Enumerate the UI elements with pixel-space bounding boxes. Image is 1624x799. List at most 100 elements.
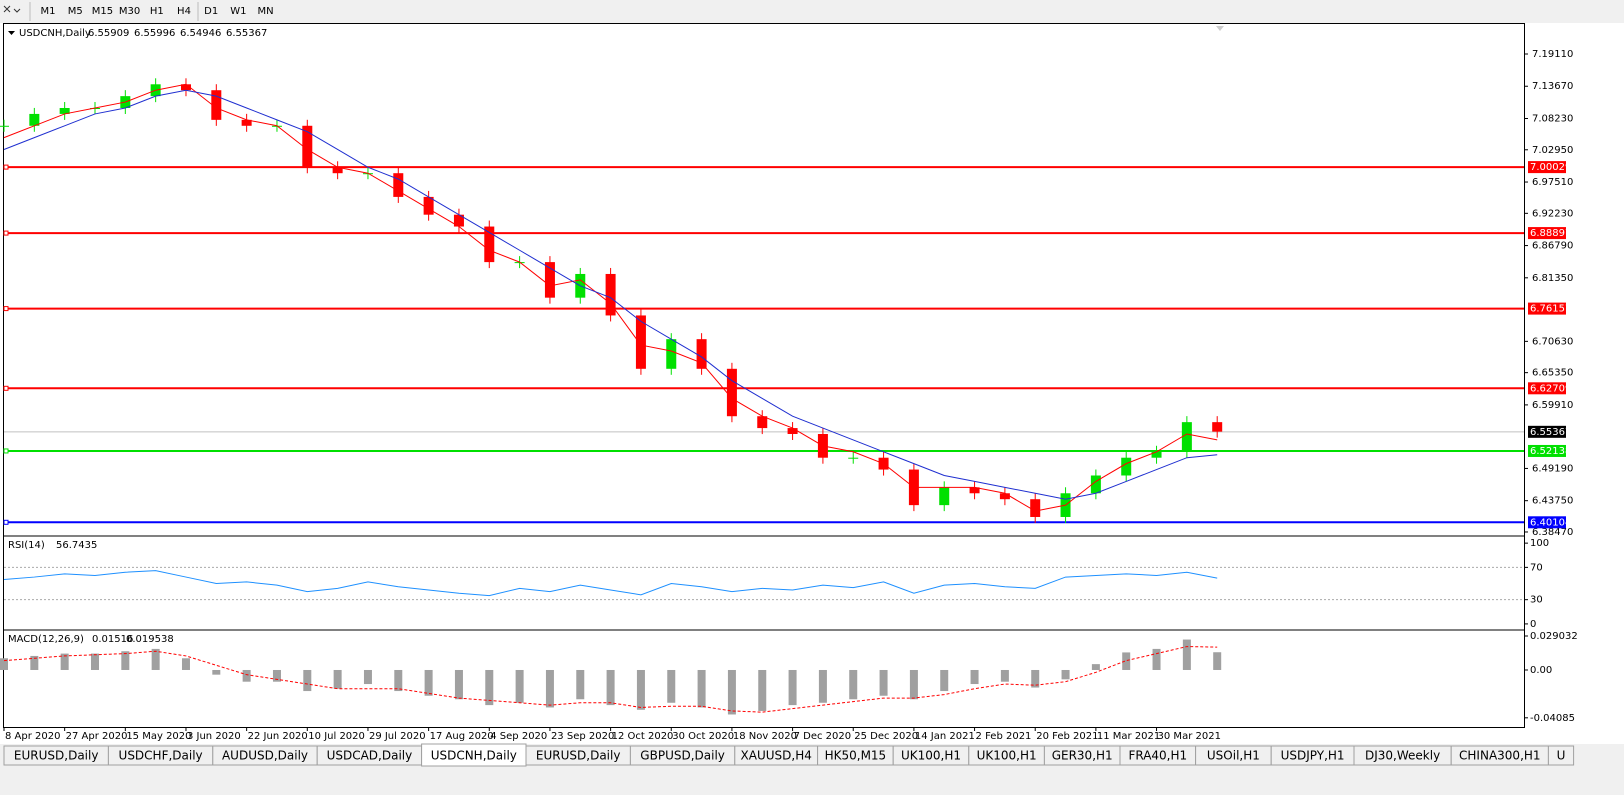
tab[interactable]: USDJPY,H1 — [1270, 745, 1355, 766]
macd-bar — [606, 669, 615, 706]
tab[interactable]: EURUSD,Daily — [3, 745, 109, 766]
candle — [999, 493, 1010, 500]
tab-label[interactable]: EURUSD,Daily — [14, 749, 99, 763]
ma-slow — [3, 89, 1218, 500]
tab-label[interactable]: GER30,H1 — [1052, 749, 1113, 763]
tab-label[interactable]: USDCAD,Daily — [327, 749, 413, 763]
ohlc-value: 6.55996 — [134, 28, 175, 39]
candle — [453, 214, 464, 227]
y-tick-label: 7.08230 — [1532, 113, 1573, 124]
tab[interactable]: U — [1547, 745, 1575, 766]
tab-label[interactable]: UK100,H1 — [901, 749, 961, 763]
macd-bar — [1031, 669, 1040, 688]
tab[interactable]: UK100,H1 — [968, 745, 1045, 766]
tab-label[interactable]: GBPUSD,Daily — [640, 749, 725, 763]
macd-bar — [272, 669, 281, 682]
candle — [726, 368, 737, 417]
tab-label[interactable]: USDCNH,Daily — [431, 749, 517, 763]
level-handle[interactable] — [3, 306, 9, 312]
timeframe-button[interactable]: M30 — [119, 6, 140, 17]
ohlc-value: 6.55367 — [226, 28, 267, 39]
candle — [605, 273, 616, 316]
tab[interactable]: DJ30,Weekly — [1353, 745, 1452, 766]
candle — [757, 416, 768, 429]
x-tick-label: 23 Sep 2020 — [551, 731, 614, 742]
y-tick-label: 6.59910 — [1532, 400, 1573, 411]
tab-label[interactable]: U — [1557, 749, 1566, 763]
tab-label[interactable]: UK100,H1 — [977, 749, 1037, 763]
macd-signal — [3, 646, 1218, 713]
level-handle[interactable] — [3, 164, 9, 170]
tab[interactable]: CHINA300,H1 — [1450, 745, 1549, 766]
tab[interactable]: GBPUSD,Daily — [629, 745, 736, 766]
y-tick-label: 100 — [1530, 538, 1549, 549]
tab-label[interactable]: EURUSD,Daily — [536, 749, 621, 763]
level-label: 6.88897 — [1530, 228, 1571, 239]
macd-bar — [242, 669, 251, 682]
level-handle[interactable] — [3, 230, 9, 236]
macd-bar — [394, 669, 403, 692]
candle — [423, 196, 434, 215]
tab[interactable]: FRA40,H1 — [1119, 745, 1197, 766]
tab-label[interactable]: DJ30,Weekly — [1365, 749, 1440, 763]
macd-bar — [333, 669, 342, 689]
macd-bar — [970, 669, 979, 685]
timeframe-button[interactable]: D1 — [204, 6, 218, 17]
y-tick-label: 7.19110 — [1532, 49, 1573, 60]
tab[interactable]: USDCHF,Daily — [107, 745, 214, 766]
macd-value: 0.01516 — [92, 634, 133, 645]
macd-bar — [818, 669, 827, 703]
y-tick-label: 6.49190 — [1532, 463, 1573, 474]
macd-signal-value: 0.019538 — [126, 634, 174, 645]
macd-bar — [758, 669, 767, 711]
tab-label[interactable]: AUDUSD,Daily — [222, 749, 308, 763]
tab[interactable]: EURUSD,Daily — [525, 745, 631, 766]
level-label-bg — [1528, 161, 1566, 174]
x-tick-label: 22 Jun 2020 — [248, 731, 308, 742]
timeframe-button[interactable]: M15 — [92, 6, 113, 17]
candle — [787, 428, 798, 434]
y-tick-label: 6.86790 — [1532, 241, 1573, 252]
ma-fast — [3, 83, 1218, 512]
tab-label[interactable]: FRA40,H1 — [1128, 749, 1187, 763]
macd-bar — [454, 669, 463, 700]
tab[interactable]: XAUUSD,H4 — [734, 745, 819, 766]
tab[interactable]: UK100,H1 — [892, 745, 970, 766]
timeframe-button[interactable]: M5 — [68, 6, 83, 17]
tab[interactable]: HK50,M15 — [817, 745, 894, 766]
level-label: 6.62709 — [1530, 383, 1571, 394]
tab-label[interactable]: USDCHF,Daily — [119, 749, 203, 763]
level-label-bg — [1528, 227, 1566, 240]
timeframe-button[interactable]: H1 — [150, 6, 164, 17]
timeframe-button[interactable]: MN — [258, 6, 274, 17]
tab-label[interactable]: XAUUSD,H4 — [741, 749, 812, 763]
tab-label[interactable]: USDJPY,H1 — [1281, 749, 1345, 763]
level-label: 7.00029 — [1530, 162, 1571, 173]
tab[interactable]: USDCNH,Daily — [421, 743, 527, 767]
tab-bg — [1547, 745, 1575, 766]
macd-bar — [515, 669, 524, 703]
level-handle[interactable] — [3, 519, 9, 525]
toolbar-icon[interactable] — [3, 5, 21, 13]
level-handle[interactable] — [3, 448, 9, 454]
level-label: 6.40104 — [1530, 517, 1571, 528]
candle — [332, 167, 343, 174]
candle — [180, 84, 191, 91]
level-handle[interactable] — [3, 385, 9, 391]
timeframe-button[interactable]: H4 — [177, 6, 191, 17]
tab-label[interactable]: USOil,H1 — [1207, 749, 1260, 763]
tab[interactable]: USDCAD,Daily — [316, 745, 423, 766]
tab-label[interactable]: HK50,M15 — [825, 749, 887, 763]
macd-bar — [303, 669, 312, 692]
timeframe-button[interactable]: W1 — [230, 6, 246, 17]
collapse-arrow[interactable] — [8, 31, 15, 35]
x-tick-label: 20 Feb 2021 — [1036, 731, 1098, 742]
tab-label[interactable]: CHINA300,H1 — [1459, 749, 1541, 763]
tab[interactable]: USOil,H1 — [1195, 745, 1272, 766]
macd-bar — [1000, 669, 1009, 682]
tab[interactable]: AUDUSD,Daily — [212, 745, 318, 766]
tab[interactable]: GER30,H1 — [1043, 745, 1121, 766]
timeframe-button[interactable]: M1 — [41, 6, 56, 17]
